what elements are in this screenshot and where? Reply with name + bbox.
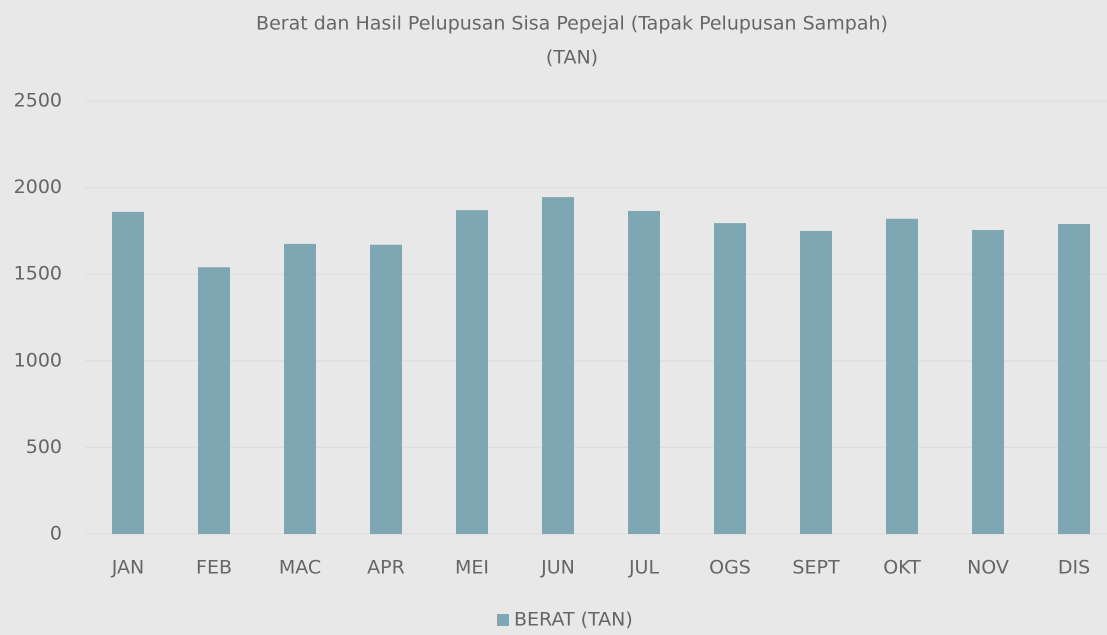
x-tick-label: OKT: [883, 557, 921, 579]
x-tick-label: APR: [367, 557, 405, 579]
bar: [370, 244, 402, 535]
y-tick-label: 500: [26, 436, 62, 458]
legend-label: BERAT (TAN): [514, 609, 633, 631]
x-tick-label: SEPT: [792, 557, 840, 579]
chart-title: Berat dan Hasil Pelupusan Sisa Pepejal (…: [256, 13, 888, 35]
bar: [542, 197, 574, 534]
bar: [284, 243, 316, 534]
x-tick-label: DIS: [1058, 557, 1090, 579]
x-tick-label: OGS: [709, 557, 751, 579]
bar: [198, 267, 230, 534]
x-tick-label: JUL: [628, 557, 660, 579]
bar: [112, 211, 144, 534]
bar: [886, 218, 918, 534]
y-tick-label: 1000: [14, 349, 62, 371]
x-tick-label: NOV: [967, 557, 1009, 579]
bar: [628, 210, 660, 534]
x-tick-label: FEB: [196, 557, 232, 579]
bar: [800, 230, 832, 534]
bar: [1058, 223, 1090, 535]
x-tick-label: JUN: [540, 557, 575, 579]
y-tick-label: 2500: [14, 90, 62, 112]
chart-title: (TAN): [546, 47, 598, 69]
x-tick-label: JAN: [111, 557, 144, 579]
y-tick-label: 1500: [14, 263, 62, 285]
bar: [456, 210, 488, 534]
bar: [972, 230, 1004, 534]
y-tick-label: 0: [50, 523, 62, 545]
y-tick-label: 2000: [14, 176, 62, 198]
x-tick-label: MEI: [455, 557, 489, 579]
bar: [714, 223, 746, 534]
x-tick-label: MAC: [279, 557, 321, 579]
legend-swatch: [497, 614, 509, 626]
